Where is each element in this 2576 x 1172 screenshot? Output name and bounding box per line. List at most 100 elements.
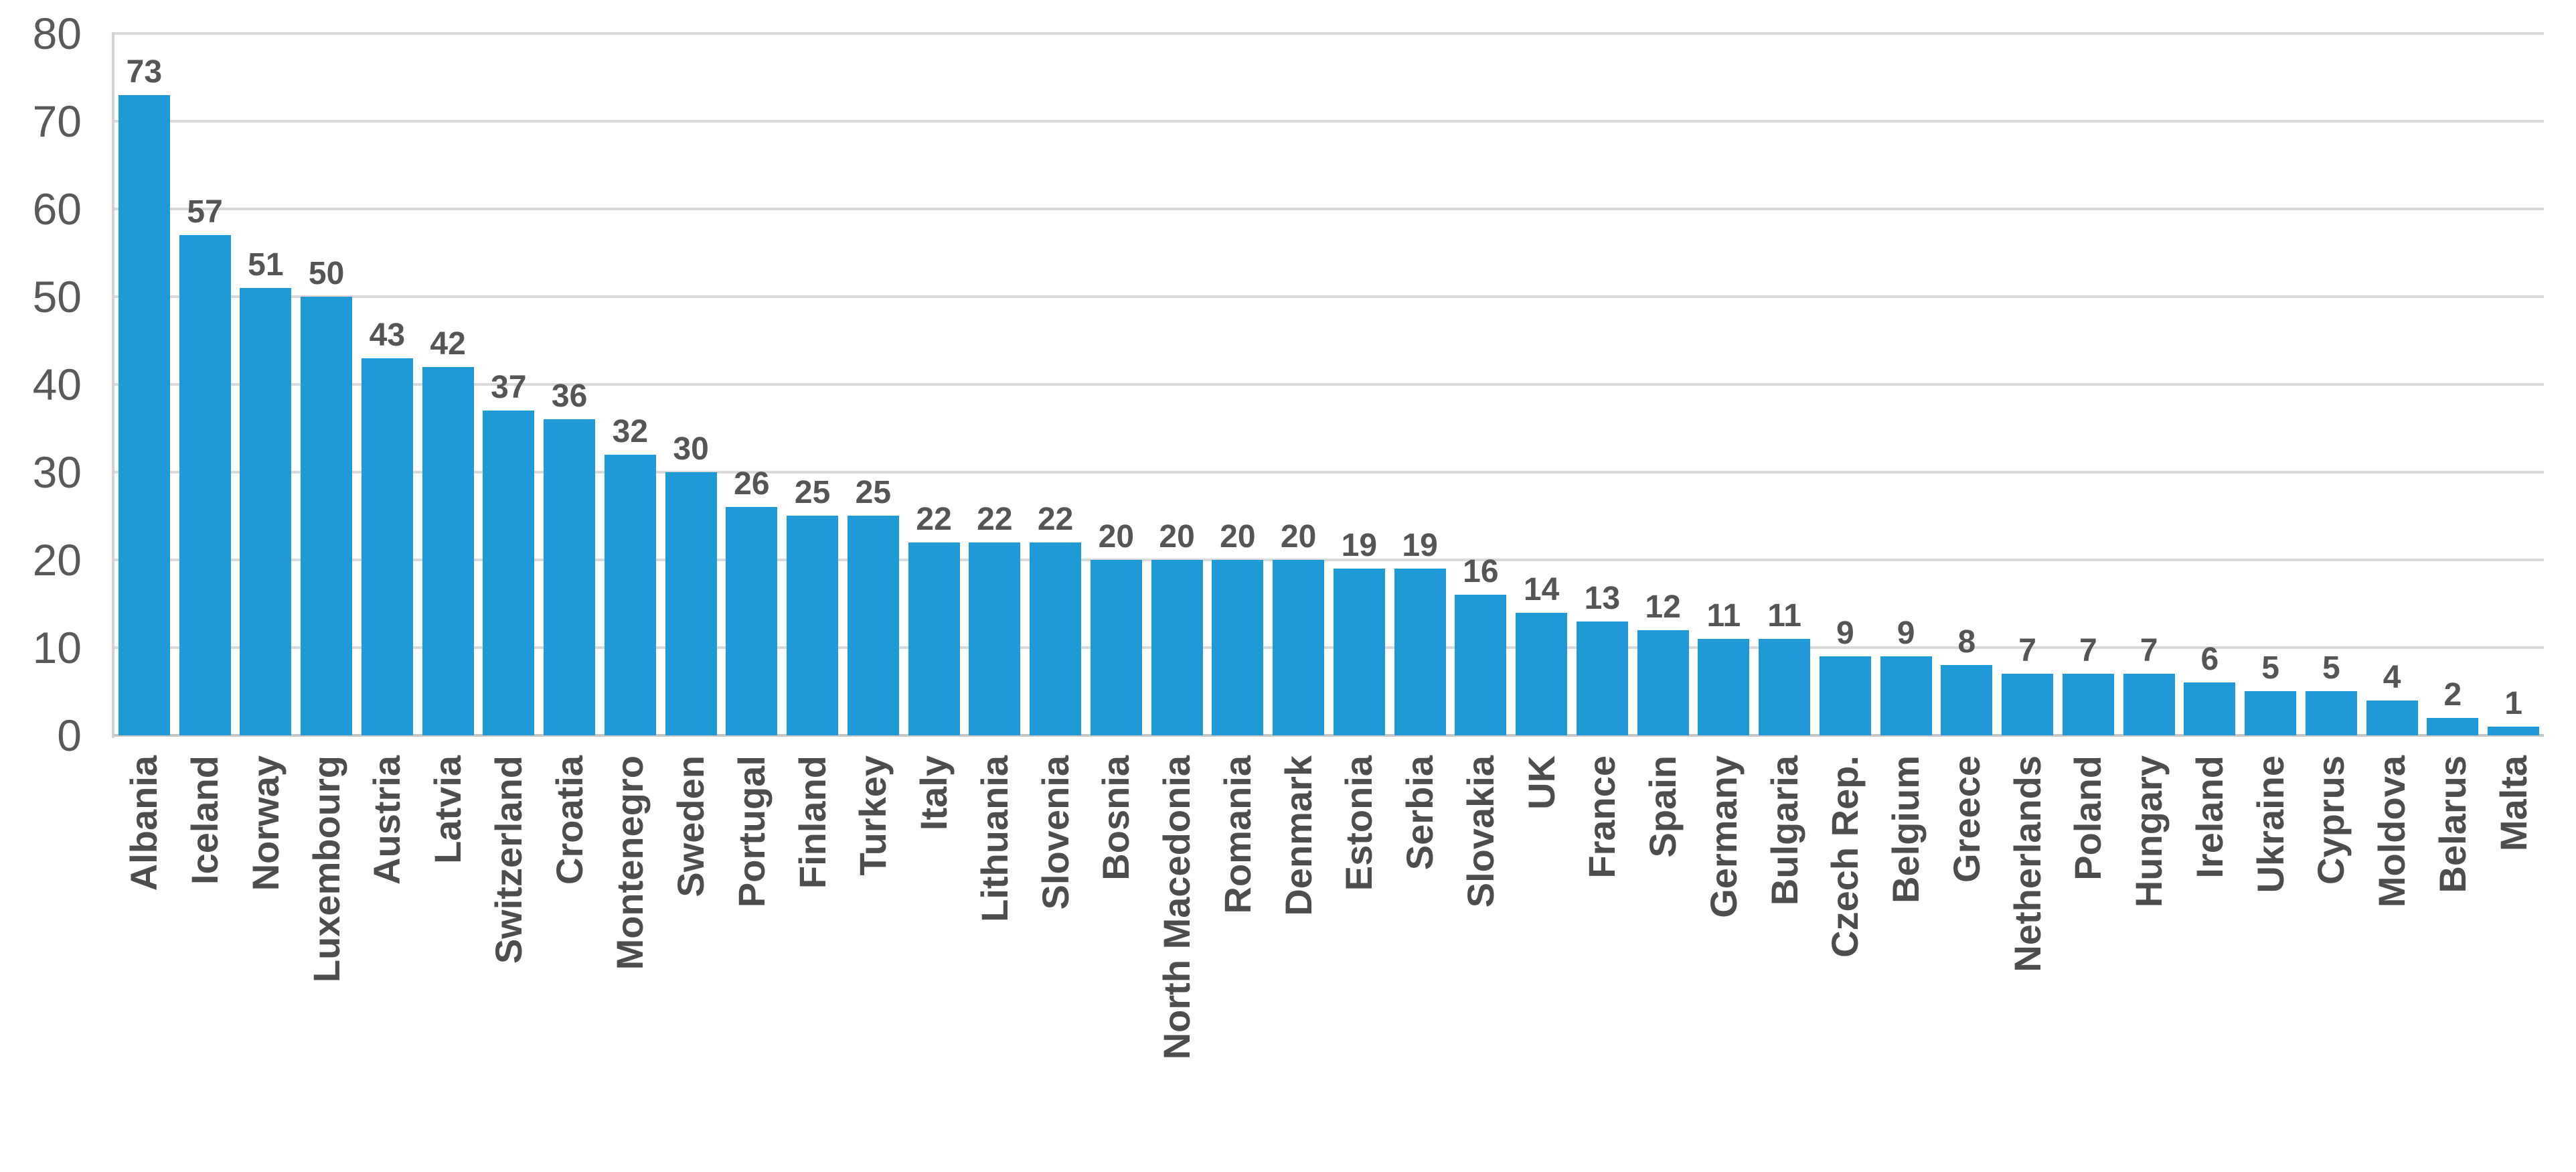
y-tick-label: 60: [32, 184, 82, 234]
bar: [1637, 630, 1689, 735]
bar-group: 9: [1815, 33, 1876, 735]
bar-value-label: 20: [1220, 519, 1256, 555]
plot-area: 73 57 51 50 43 42 37 36 32 30 26 25 25 22 22 22 20 20 20 20…: [114, 33, 2544, 735]
y-tick-label: 0: [57, 711, 82, 760]
y-axis-line: [112, 32, 114, 738]
bar-group: 8: [1937, 33, 1998, 735]
bar-group: 50: [296, 33, 357, 735]
gridline: [114, 383, 2544, 386]
bar-group: 36: [539, 33, 600, 735]
x-tick-label: Iceland: [183, 755, 226, 885]
bar: [2488, 727, 2540, 735]
x-tick-cell: Moldova: [2362, 755, 2423, 1164]
bar: [422, 367, 474, 735]
bar-value-label: 16: [1463, 554, 1499, 589]
x-tick-label: Greece: [1945, 755, 1988, 883]
x-axis-tick-labels: Albania Iceland Norway Luxembourg Austria Lat…: [114, 755, 2544, 1164]
x-tick-cell: North Macedonia: [1147, 755, 1208, 1164]
bar-group: 43: [357, 33, 418, 735]
bar-group: 20: [1086, 33, 1147, 735]
bar: [1576, 621, 1628, 735]
x-tick-label: Malta: [2492, 755, 2534, 852]
bar: [1273, 560, 1325, 735]
bar: [1455, 595, 1507, 735]
bar: [2184, 682, 2236, 735]
bar: [361, 358, 413, 735]
bar: [1516, 613, 1568, 735]
bar-value-label: 8: [1957, 624, 1976, 660]
bar-group: 20: [1208, 33, 1269, 735]
bar-group: 4: [2362, 33, 2423, 735]
bar-group: 6: [2180, 33, 2241, 735]
bar: [726, 507, 778, 735]
x-tick-cell: Belgium: [1876, 755, 1937, 1164]
bar-value-label: 22: [1037, 502, 1074, 537]
bar-value-label: 19: [1402, 528, 1438, 563]
x-tick-label: Romania: [1216, 755, 1259, 914]
bar-value-label: 25: [794, 475, 831, 510]
x-tick-cell: Lithuania: [965, 755, 1026, 1164]
x-tick-cell: Portugal: [722, 755, 783, 1164]
x-tick-cell: France: [1572, 755, 1633, 1164]
x-tick-cell: Albania: [114, 755, 175, 1164]
x-tick-cell: Norway: [236, 755, 297, 1164]
x-tick-cell: Spain: [1633, 755, 1694, 1164]
bar: [1759, 639, 1811, 735]
bar: [240, 288, 292, 735]
x-tick-cell: Sweden: [661, 755, 722, 1164]
bar-value-label: 5: [2261, 650, 2279, 686]
bar-value-label: 30: [673, 431, 709, 467]
bar: [2062, 674, 2114, 735]
gridline: [114, 646, 2544, 649]
bar: [2427, 718, 2479, 735]
bar-group: 14: [1511, 33, 1572, 735]
bar: [1394, 569, 1446, 735]
bar-value-label: 22: [916, 502, 952, 537]
bar-value-label: 20: [1098, 519, 1135, 555]
x-tick-label: Turkey: [852, 755, 894, 876]
x-tick-cell: Italy: [904, 755, 965, 1164]
x-tick-cell: Bulgaria: [1754, 755, 1815, 1164]
x-tick-cell: Latvia: [418, 755, 479, 1164]
bar-value-label: 12: [1645, 589, 1681, 625]
bar-value-label: 9: [1836, 615, 1854, 651]
bar: [1151, 560, 1203, 735]
x-tick-label: France: [1581, 755, 1623, 879]
x-tick-cell: Iceland: [175, 755, 236, 1164]
bar-group: 22: [965, 33, 1026, 735]
x-tick-cell: Serbia: [1390, 755, 1451, 1164]
bar: [2245, 691, 2297, 735]
x-tick-cell: Croatia: [539, 755, 600, 1164]
bar: [1090, 560, 1142, 735]
bar-group: 42: [418, 33, 479, 735]
bar-value-label: 22: [977, 502, 1013, 537]
x-tick-label: Ukraine: [2249, 755, 2291, 893]
bar: [1880, 656, 1932, 735]
x-axis-baseline: [114, 734, 2544, 737]
bar-value-label: 57: [187, 194, 223, 230]
x-tick-label: Belgium: [1884, 755, 1927, 903]
y-tick-label: 20: [32, 535, 82, 585]
bar-value-label: 7: [2079, 633, 2097, 668]
x-tick-label: Estonia: [1338, 755, 1380, 891]
bar-value-label: 73: [126, 54, 163, 90]
x-tick-label: Belarus: [2431, 755, 2474, 893]
bar: [2366, 701, 2418, 735]
bar: [847, 516, 899, 735]
bar-group: 51: [236, 33, 297, 735]
x-tick-cell: Switzerland: [479, 755, 540, 1164]
bar-value-label: 11: [1767, 598, 1801, 634]
bar-value-label: 6: [2200, 642, 2219, 677]
x-tick-label: Spain: [1641, 755, 1684, 858]
bar-group: 19: [1390, 33, 1451, 735]
bar-group: 37: [479, 33, 540, 735]
x-tick-label: Montenegro: [609, 755, 651, 970]
gridline: [114, 295, 2544, 298]
bar-group: 9: [1876, 33, 1937, 735]
bar-group: 57: [175, 33, 236, 735]
bar-value-label: 51: [248, 247, 284, 283]
bar: [2002, 674, 2054, 735]
bar-group: 22: [904, 33, 965, 735]
x-tick-label: Czech Rep.: [1824, 755, 1866, 958]
bar: [1333, 569, 1385, 735]
